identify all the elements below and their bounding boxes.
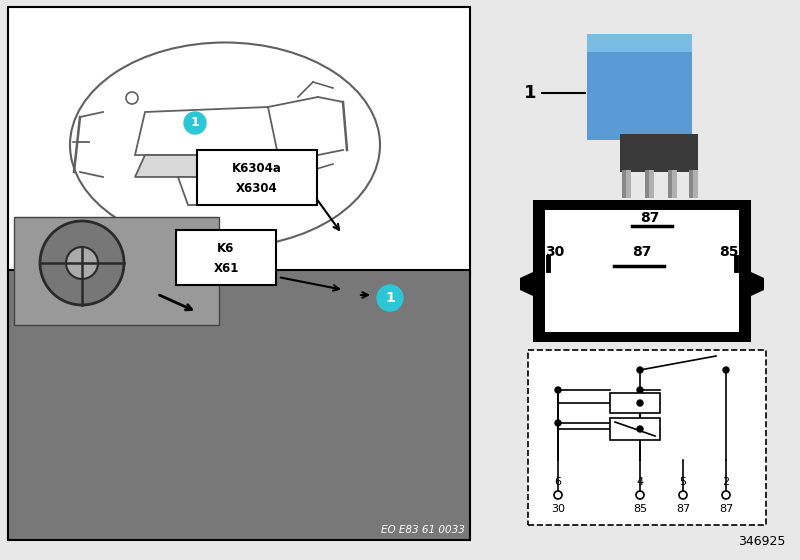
Bar — [197, 150, 317, 205]
Bar — [622, 170, 626, 198]
Bar — [545, 210, 739, 332]
Circle shape — [377, 285, 403, 311]
Text: 346925: 346925 — [738, 535, 785, 548]
Text: 6: 6 — [554, 477, 562, 487]
Text: 1: 1 — [190, 116, 199, 129]
Text: 2: 2 — [722, 477, 730, 487]
Bar — [668, 170, 677, 198]
Ellipse shape — [70, 43, 380, 248]
Polygon shape — [520, 272, 533, 296]
Polygon shape — [135, 107, 278, 155]
Circle shape — [722, 491, 730, 499]
Circle shape — [637, 400, 643, 406]
Text: 4: 4 — [637, 477, 643, 487]
Bar — [8, 7, 470, 275]
Text: 30: 30 — [551, 504, 565, 514]
Circle shape — [637, 367, 643, 373]
Circle shape — [40, 221, 124, 305]
Bar — [14, 217, 219, 325]
Bar — [528, 350, 766, 525]
Text: 30: 30 — [546, 245, 565, 259]
Bar — [587, 34, 692, 52]
Circle shape — [126, 92, 138, 104]
Bar — [645, 170, 649, 198]
Polygon shape — [178, 177, 268, 205]
Bar — [533, 200, 751, 342]
Polygon shape — [751, 272, 764, 296]
Text: 85: 85 — [633, 504, 647, 514]
Text: 87: 87 — [632, 245, 652, 259]
Text: K6: K6 — [218, 241, 234, 254]
Bar — [622, 170, 631, 198]
Bar — [668, 170, 672, 198]
Circle shape — [554, 491, 562, 499]
Circle shape — [679, 491, 687, 499]
Circle shape — [555, 387, 561, 393]
Text: K6304a: K6304a — [232, 161, 282, 175]
Text: 87: 87 — [719, 504, 733, 514]
Circle shape — [184, 112, 206, 134]
Bar — [645, 170, 654, 198]
Bar — [176, 230, 276, 285]
Bar — [587, 40, 692, 140]
Circle shape — [555, 420, 561, 426]
Bar — [610, 418, 660, 440]
Bar — [620, 134, 698, 172]
Circle shape — [66, 247, 98, 279]
Circle shape — [637, 426, 643, 432]
Text: 5: 5 — [679, 477, 686, 487]
Text: X61: X61 — [214, 263, 238, 276]
Text: 85: 85 — [719, 245, 738, 259]
Bar — [610, 393, 660, 413]
Circle shape — [636, 491, 644, 499]
Bar — [689, 170, 693, 198]
Bar — [689, 170, 698, 198]
Bar — [8, 270, 470, 540]
Text: X6304: X6304 — [236, 183, 278, 195]
Text: EO E83 61 0033: EO E83 61 0033 — [381, 525, 465, 535]
Polygon shape — [135, 155, 278, 177]
Circle shape — [637, 387, 643, 393]
Text: 1: 1 — [385, 291, 395, 305]
Text: 87: 87 — [676, 504, 690, 514]
Text: 1: 1 — [523, 84, 536, 102]
Text: 87: 87 — [640, 211, 660, 225]
Circle shape — [723, 367, 729, 373]
